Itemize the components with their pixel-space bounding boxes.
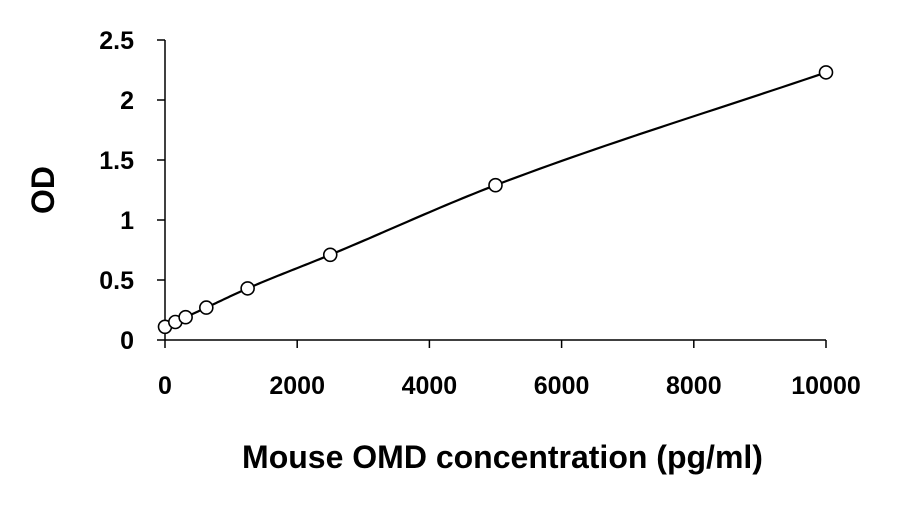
data-point-marker xyxy=(818,65,834,80)
axes xyxy=(164,40,826,341)
x-tick-label: 0 xyxy=(158,372,172,400)
y-tick-label: 2 xyxy=(120,87,134,115)
data-point-marker xyxy=(178,309,193,325)
data-point-marker xyxy=(240,281,255,296)
x-tick-label: 4000 xyxy=(402,372,458,400)
x-tick-label: 10000 xyxy=(791,372,861,400)
y-axis-ticks: 0 0.5 1 1.5 2 2.5 xyxy=(99,27,165,355)
x-tick-label: 6000 xyxy=(534,372,590,400)
y-tick-label: 2.5 xyxy=(99,27,134,55)
data-point-marker xyxy=(199,300,214,315)
fit-curve xyxy=(164,71,827,328)
data-point-marker xyxy=(488,177,503,193)
x-tick-label: 8000 xyxy=(666,372,722,400)
y-tick-label: 0.5 xyxy=(99,267,134,295)
y-tick-label: 0 xyxy=(120,327,134,355)
x-axis-ticks: 0 2000 4000 6000 8000 10000 xyxy=(158,340,861,400)
y-axis-title: OD xyxy=(25,166,61,214)
data-points xyxy=(157,65,834,335)
y-tick-label: 1.5 xyxy=(99,147,134,175)
data-point-marker xyxy=(322,247,338,263)
x-axis-title: Mouse OMD concentration (pg/ml) xyxy=(242,439,763,475)
x-tick-label: 2000 xyxy=(269,372,325,400)
y-tick-label: 1 xyxy=(120,207,134,235)
